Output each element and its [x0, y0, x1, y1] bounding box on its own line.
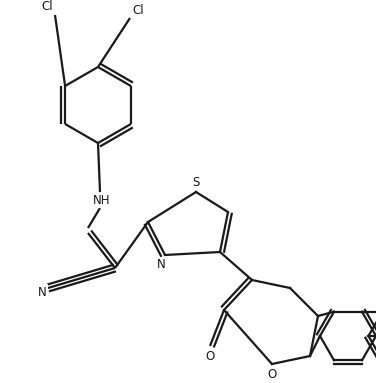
Text: Cl: Cl [132, 3, 144, 16]
Text: O: O [205, 350, 215, 362]
Text: S: S [192, 175, 200, 188]
Text: NH: NH [93, 193, 111, 206]
Text: N: N [157, 259, 165, 272]
Text: Cl: Cl [41, 0, 53, 13]
Text: O: O [267, 368, 277, 380]
Text: N: N [38, 285, 46, 298]
